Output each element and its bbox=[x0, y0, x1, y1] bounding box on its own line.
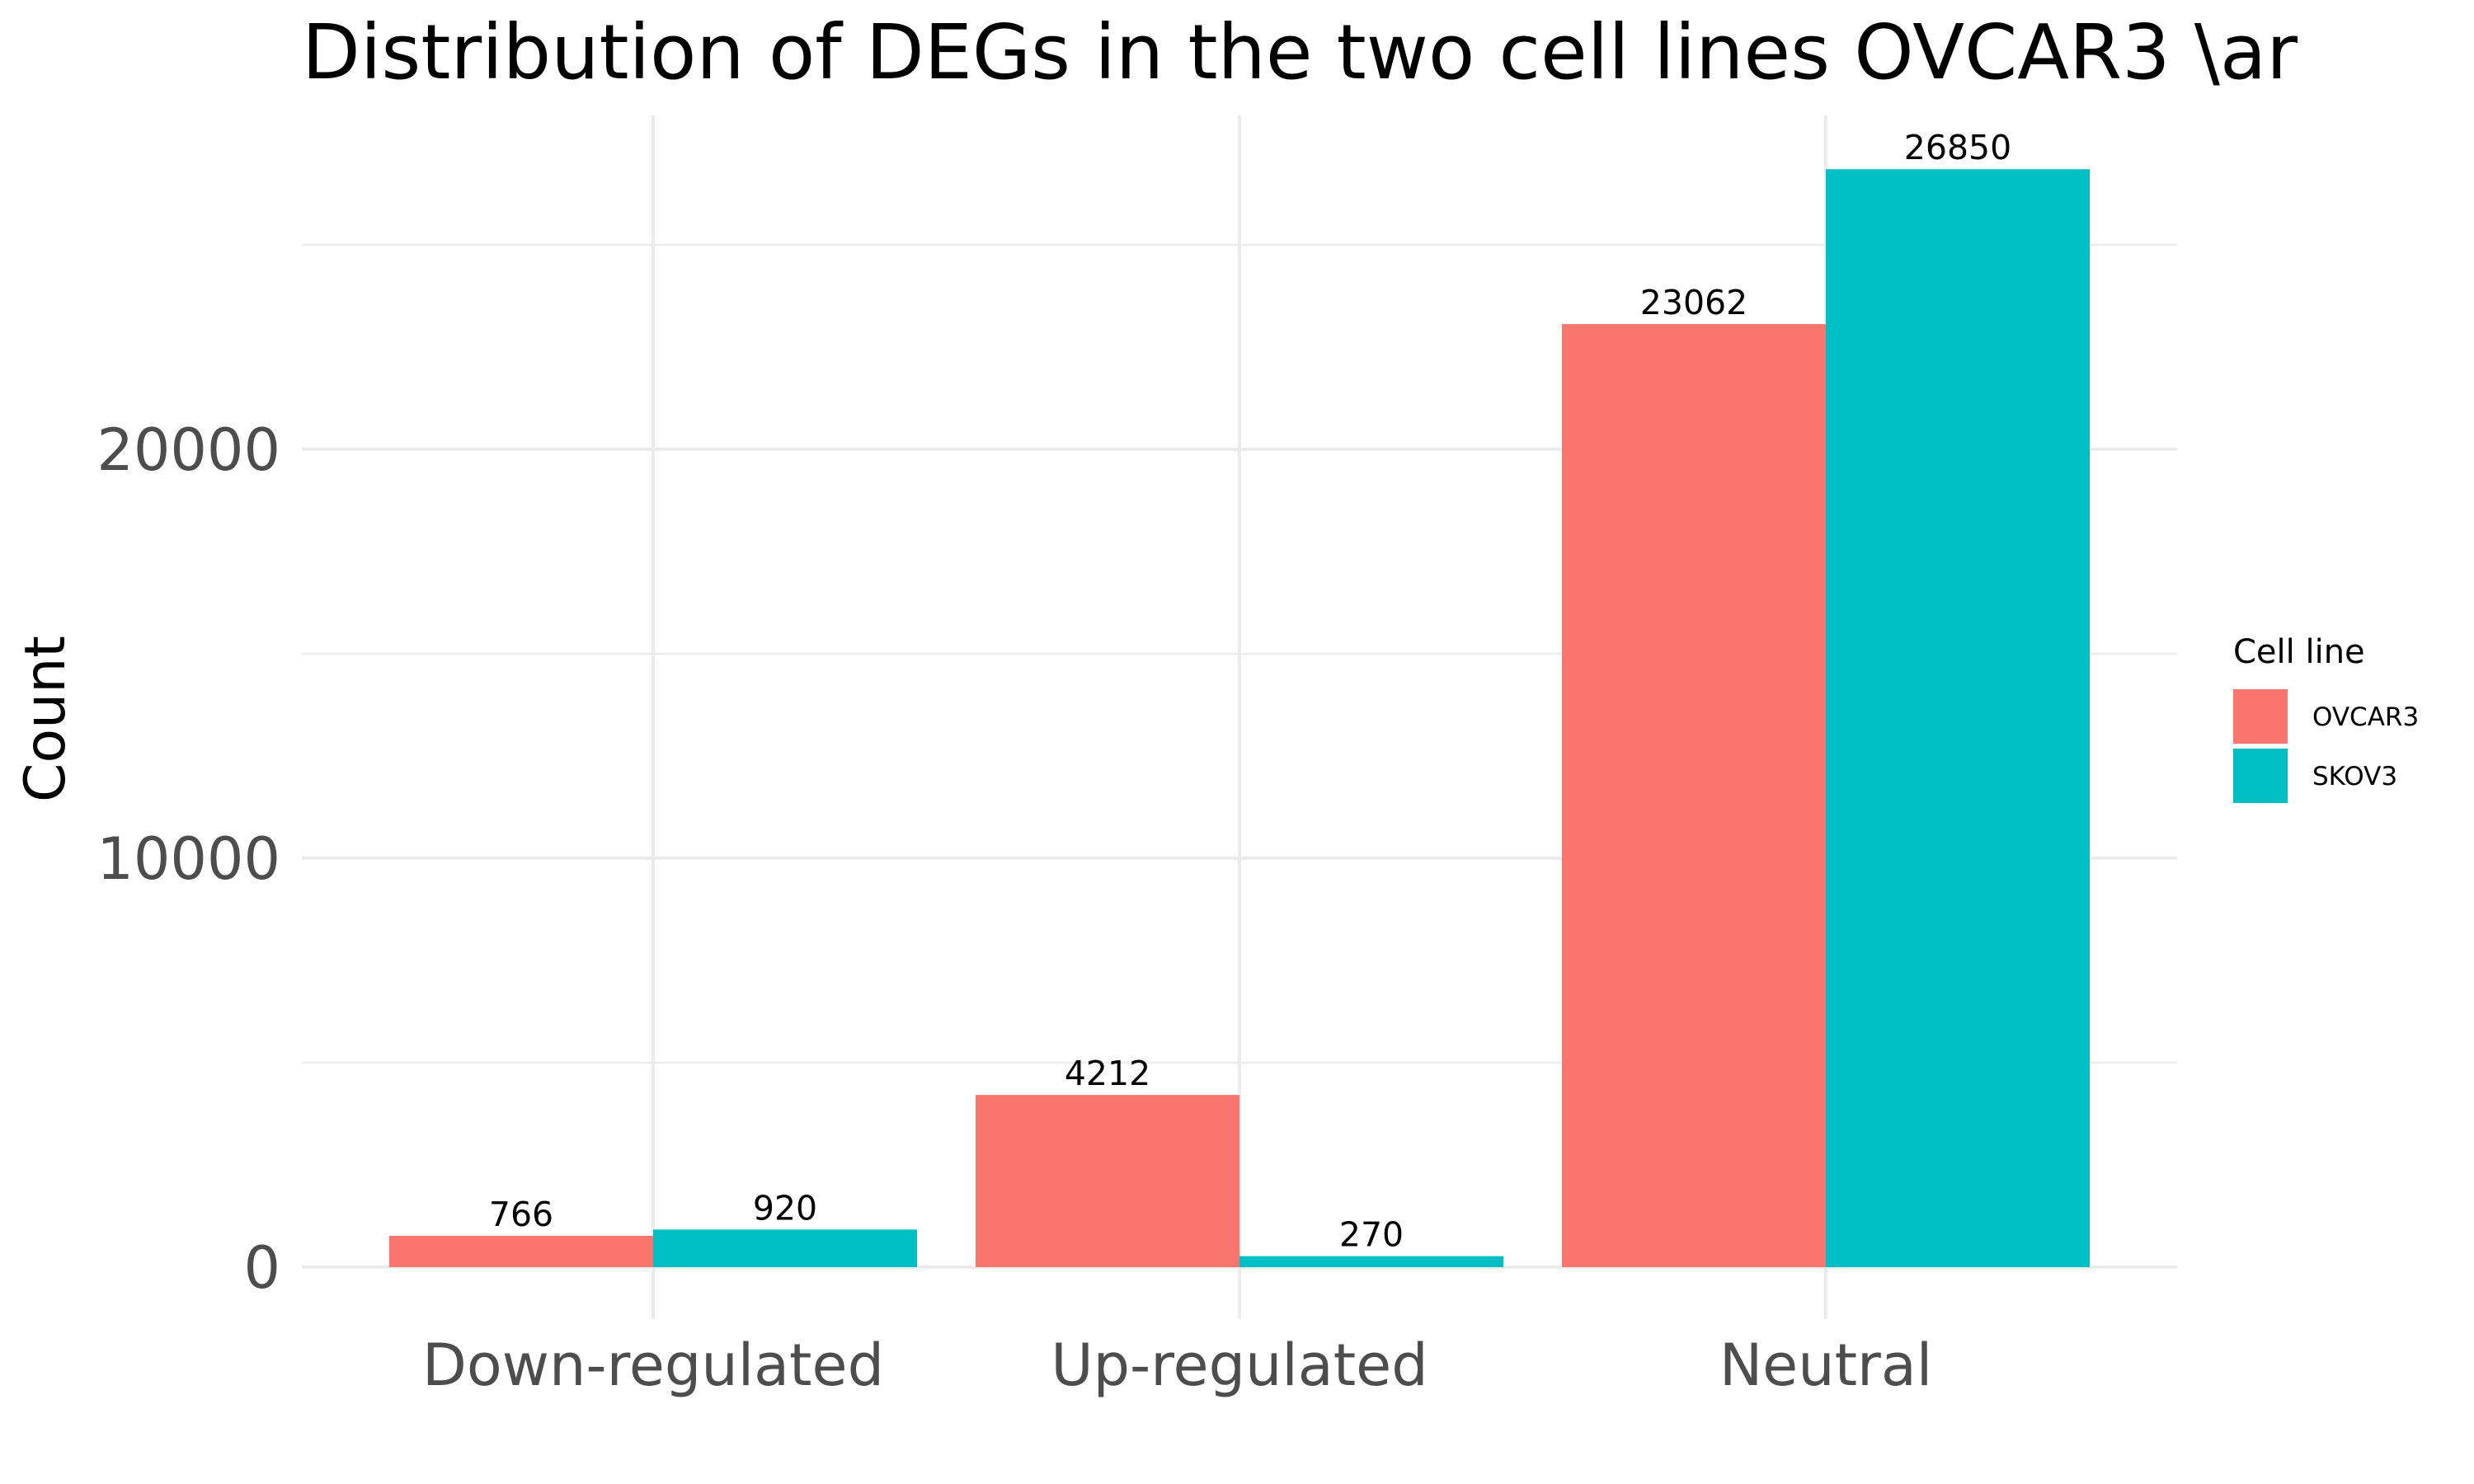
value-labels: 766 920 4212 270 23062 26850 bbox=[489, 128, 2011, 1254]
value-label: 766 bbox=[489, 1195, 553, 1234]
bar-skov3-up-regulated bbox=[1239, 1256, 1503, 1267]
y-tick-label: 20000 bbox=[96, 416, 280, 484]
legend-items: OVCAR3 SKOV3 bbox=[2233, 689, 2419, 803]
bar-ovcar3-up-regulated bbox=[976, 1095, 1239, 1267]
value-label: 23062 bbox=[1640, 283, 1747, 322]
legend-key-ovcar3 bbox=[2233, 689, 2288, 744]
x-tick-label: Down-regulated bbox=[422, 1331, 884, 1399]
legend-label: OVCAR3 bbox=[2312, 702, 2419, 732]
legend-label: SKOV3 bbox=[2312, 762, 2397, 791]
legend-title: Cell line bbox=[2233, 633, 2365, 671]
x-tick-label: Up-regulated bbox=[1051, 1331, 1427, 1399]
y-axis-ticks: 0 10000 20000 bbox=[96, 416, 280, 1302]
legend: Cell line OVCAR3 SKOV3 bbox=[2233, 633, 2419, 803]
y-tick-label: 10000 bbox=[96, 825, 280, 893]
legend-key-skov3 bbox=[2233, 749, 2288, 803]
bars bbox=[389, 169, 2090, 1268]
bar-skov3-neutral bbox=[1826, 169, 2090, 1268]
bar-ovcar3-down-regulated bbox=[389, 1236, 653, 1267]
value-label: 270 bbox=[1339, 1215, 1404, 1255]
bar-ovcar3-neutral bbox=[1562, 324, 1826, 1268]
chart-title: Distribution of DEGs in the two cell lin… bbox=[302, 8, 2298, 96]
bar-skov3-down-regulated bbox=[653, 1229, 917, 1267]
x-tick-label: Neutral bbox=[1719, 1331, 1932, 1399]
value-label: 26850 bbox=[1904, 128, 2011, 167]
x-axis-ticks: Down-regulated Up-regulated Neutral bbox=[422, 1331, 1932, 1399]
value-label: 920 bbox=[753, 1188, 817, 1228]
value-label: 4212 bbox=[1065, 1054, 1150, 1093]
y-tick-label: 0 bbox=[243, 1234, 280, 1302]
y-axis-label: Count bbox=[13, 636, 78, 802]
